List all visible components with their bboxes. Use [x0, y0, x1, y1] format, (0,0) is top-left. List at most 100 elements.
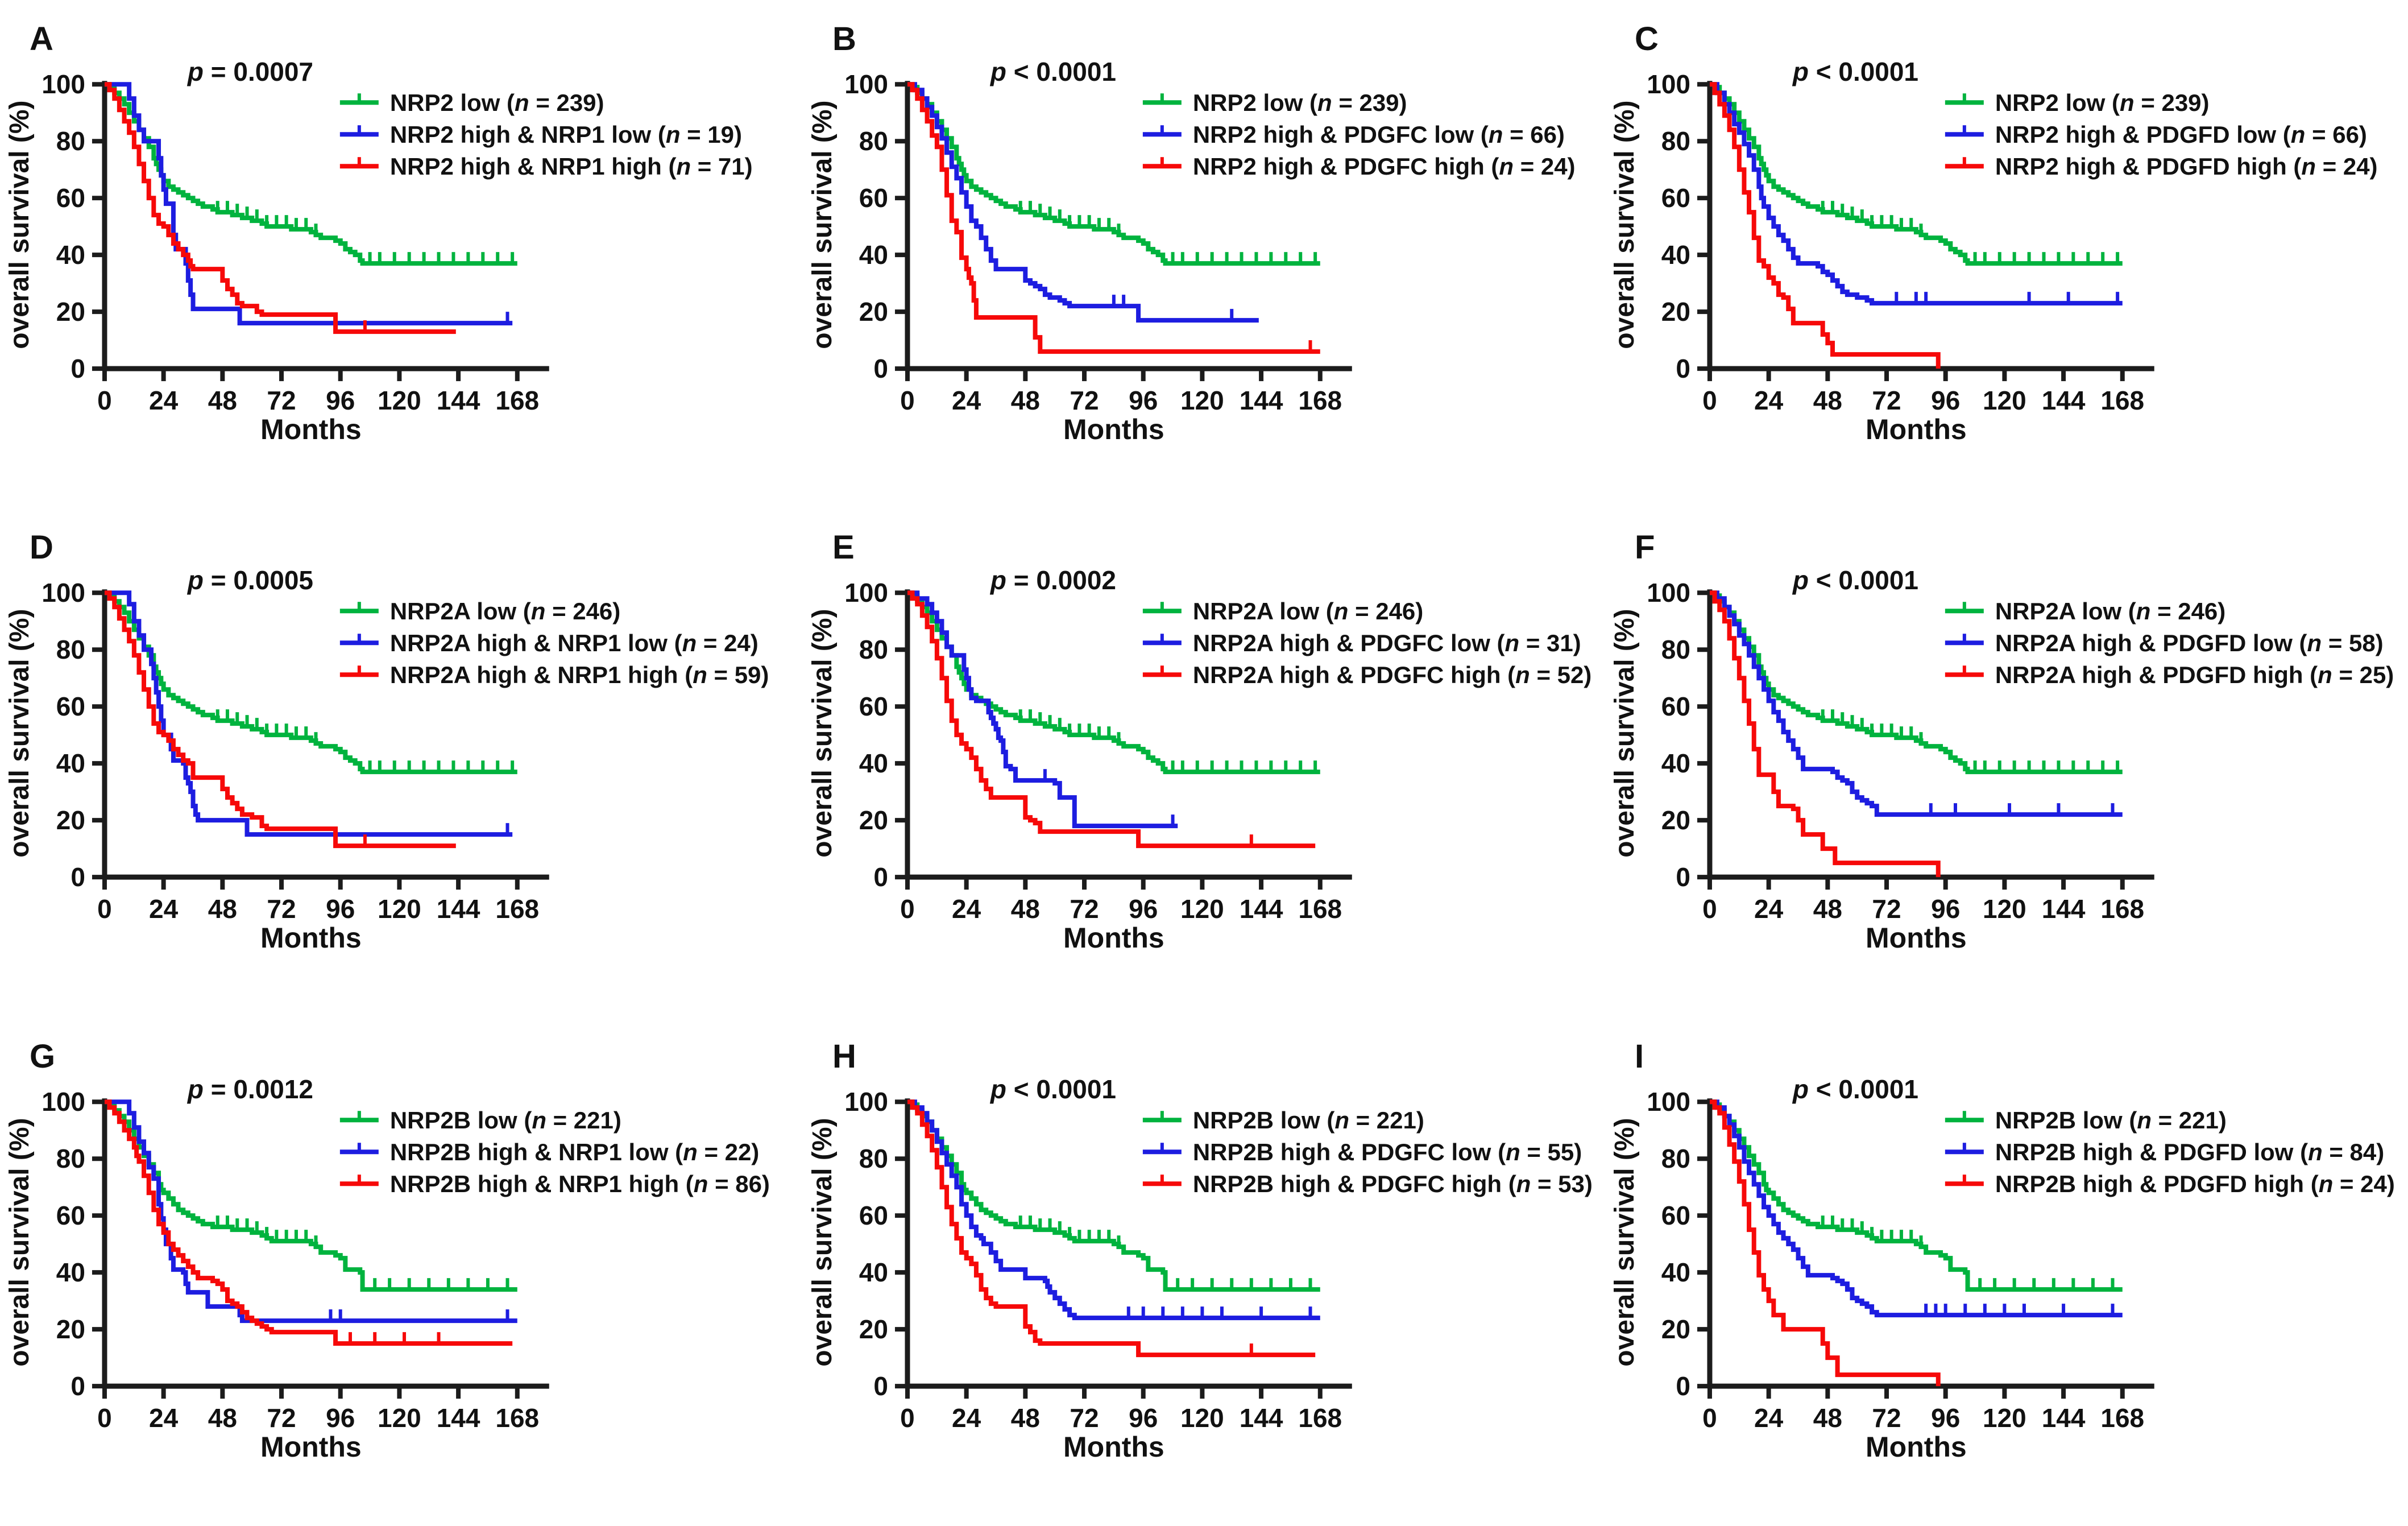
legend-label-nrp2-low-n-239: NRP2 low (n = 239)	[1192, 89, 1407, 116]
curve-nrp2b-low-n-221	[1710, 1099, 2123, 1292]
x-tick-label: 120	[1983, 894, 2026, 924]
y-axis-title: overall survival (%)	[807, 609, 838, 858]
y-tick-label: 40	[1661, 748, 1690, 778]
x-tick-label: 0	[1702, 894, 1717, 924]
curve-nrp2-high-nrp1-high-n-71	[104, 82, 456, 334]
x-tick-label: 48	[1813, 894, 1842, 924]
y-tick-label: 100	[844, 1087, 888, 1116]
x-tick-label: 0	[97, 1403, 112, 1433]
legend-label-nrp2-high-pdgfc-low-n-66: NRP2 high & PDGFC low (n = 66)	[1192, 121, 1564, 148]
curve-nrp2b-high-pdgfd-low-n-84	[1710, 1099, 2123, 1317]
legend-label-nrp2a-low-n-246: NRP2A low (n = 246)	[1192, 598, 1423, 625]
y-tick-label: 100	[844, 69, 888, 99]
x-tick-label: 24	[149, 1403, 179, 1433]
x-tick-label: 96	[1931, 894, 1960, 924]
curve-nrp2b-high-nrp1-high-n-86	[104, 1099, 513, 1346]
legend-label-nrp2-high-pdgfd-high-n-24: NRP2 high & PDGFD high (n = 24)	[1995, 153, 2378, 180]
panel-A: A 0 20 40 60 80 100 0 24 48 72 96 120 144 168 Months ove…	[0, 0, 803, 509]
x-tick-label: 48	[1010, 894, 1039, 924]
y-tick-label: 60	[56, 692, 85, 722]
x-tick-label: 120	[1983, 1403, 2026, 1433]
x-tick-label: 0	[97, 386, 112, 415]
panel-D: D 0 20 40 60 80 100 0 24 48 72 96 120 144 168 Months ove…	[0, 508, 803, 1018]
panel-C: C 0 20 40 60 80 100 0 24 48 72 96 120 144 168 Months ove…	[1605, 0, 2408, 509]
x-tick-label: 96	[326, 1403, 355, 1433]
x-tick-label: 120	[378, 386, 421, 415]
x-tick-label: 168	[2101, 894, 2145, 924]
x-tick-label: 24	[1754, 894, 1784, 924]
y-tick-label: 100	[1647, 69, 1691, 99]
y-tick-label: 80	[56, 1144, 85, 1173]
y-tick-label: 40	[56, 240, 85, 270]
legend-label-nrp2-low-n-239: NRP2 low (n = 239)	[390, 89, 604, 116]
curve-nrp2b-high-pdgfc-low-n-55	[907, 1099, 1320, 1320]
curve-nrp2-high-pdgfc-high-n-24	[907, 82, 1320, 354]
km-plot-C: C 0 20 40 60 80 100 0 24 48 72 96 120 144 168 Months ove…	[1610, 21, 2378, 445]
panel-G: G 0 20 40 60 80 100 0 24 48 72 96 120 144 168 Months ove…	[0, 1017, 803, 1526]
x-tick-label: 144	[437, 1403, 480, 1433]
y-tick-label: 0	[71, 862, 85, 892]
p-value: p = 0.0005	[186, 566, 313, 595]
curve-nrp2-low-n-239	[1710, 82, 2123, 266]
x-tick-label: 96	[1129, 894, 1158, 924]
curve-nrp2-high-nrp1-low-n-19	[104, 82, 513, 326]
x-axis-title: Months	[1063, 1431, 1164, 1463]
x-tick-label: 168	[1298, 1403, 1342, 1433]
y-tick-label: 20	[859, 1314, 888, 1344]
x-tick-label: 168	[2101, 1403, 2145, 1433]
km-plot-A: A 0 20 40 60 80 100 0 24 48 72 96 120 144 168 Months ove…	[5, 21, 753, 445]
y-tick-label: 60	[859, 692, 888, 722]
y-tick-label: 100	[844, 578, 888, 608]
y-tick-label: 20	[859, 805, 888, 835]
legend-label-nrp2b-high-pdgfd-low-n-84: NRP2B high & PDGFD low (n = 84)	[1995, 1139, 2384, 1165]
km-plot-I: I 0 20 40 60 80 100 0 24 48 72 96 120 144 168 Months ove…	[1610, 1039, 2395, 1463]
y-axis-title: overall survival (%)	[5, 101, 35, 349]
y-tick-label: 0	[873, 354, 888, 383]
p-value: p = 0.0002	[989, 566, 1116, 595]
x-tick-label: 96	[1129, 1403, 1158, 1433]
x-tick-label: 144	[1239, 894, 1283, 924]
curve-nrp2a-low-n-246	[907, 590, 1320, 775]
x-tick-label: 0	[900, 894, 915, 924]
x-tick-label: 168	[495, 1403, 539, 1433]
legend-label-nrp2a-high-pdgfc-high-n-52: NRP2A high & PDGFC high (n = 52)	[1192, 662, 1591, 689]
curve-nrp2b-high-nrp1-low-n-22	[104, 1099, 517, 1323]
x-tick-label: 24	[149, 386, 179, 415]
x-tick-label: 48	[1813, 386, 1842, 415]
curve-nrp2a-high-nrp1-low-n-24	[104, 590, 513, 837]
km-plot-B: B 0 20 40 60 80 100 0 24 48 72 96 120 144 168 Months ove…	[807, 21, 1576, 445]
x-tick-label: 48	[1813, 1403, 1842, 1433]
x-tick-label: 48	[208, 386, 237, 415]
y-tick-label: 100	[42, 1087, 85, 1116]
legend-label-nrp2-high-nrp1-high-n-71: NRP2 high & NRP1 high (n = 71)	[390, 153, 753, 180]
x-tick-label: 168	[1298, 894, 1342, 924]
x-tick-label: 120	[1983, 386, 2026, 415]
p-value: p < 0.0001	[1792, 566, 1918, 595]
km-plot-D: D 0 20 40 60 80 100 0 24 48 72 96 120 144 168 Months ove…	[5, 530, 769, 954]
x-tick-label: 72	[267, 1403, 296, 1433]
legend-label-nrp2a-high-pdgfd-low-n-58: NRP2A high & PDGFD low (n = 58)	[1995, 630, 2384, 657]
y-tick-label: 0	[1676, 1371, 1691, 1401]
y-tick-label: 60	[56, 1201, 85, 1230]
panel-B: B 0 20 40 60 80 100 0 24 48 72 96 120 144 168 Months ove…	[802, 0, 1606, 509]
x-tick-label: 0	[900, 1403, 915, 1433]
x-axis-title: Months	[1063, 922, 1164, 954]
x-tick-label: 72	[1070, 894, 1099, 924]
p-value: p = 0.0007	[186, 57, 313, 86]
legend-label-nrp2-high-pdgfc-high-n-24: NRP2 high & PDGFC high (n = 24)	[1192, 153, 1575, 180]
y-tick-label: 20	[1661, 805, 1690, 835]
y-tick-label: 40	[1661, 1258, 1690, 1287]
p-value: p < 0.0001	[1792, 57, 1918, 86]
x-axis-title: Months	[260, 922, 362, 954]
x-tick-label: 144	[1239, 1403, 1283, 1433]
y-tick-label: 80	[56, 126, 85, 156]
legend-label-nrp2b-high-pdgfd-high-n-24: NRP2B high & PDGFD high (n = 24)	[1995, 1171, 2395, 1197]
panel-label-G: G	[30, 1039, 55, 1075]
y-tick-label: 60	[1661, 1201, 1690, 1230]
panel-label-C: C	[1635, 21, 1659, 57]
panel-label-B: B	[832, 21, 856, 57]
x-tick-label: 120	[378, 894, 421, 924]
y-tick-label: 60	[859, 183, 888, 213]
legend-label-nrp2-high-nrp1-low-n-19: NRP2 high & NRP1 low (n = 19)	[390, 121, 742, 148]
curve-nrp2a-high-nrp1-high-n-59	[104, 590, 456, 849]
